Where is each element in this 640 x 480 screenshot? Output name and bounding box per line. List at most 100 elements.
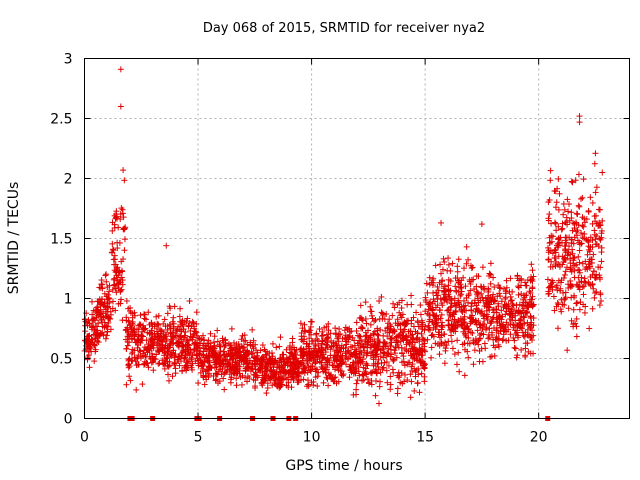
data-point <box>227 347 234 354</box>
data-point <box>242 355 249 362</box>
data-point <box>436 351 443 358</box>
data-point <box>377 326 384 333</box>
data-point <box>241 358 248 365</box>
data-point <box>581 275 588 282</box>
data-point <box>335 338 342 345</box>
data-point <box>169 341 176 348</box>
data-point <box>518 290 525 297</box>
data-point <box>200 352 207 359</box>
data-point <box>441 330 448 337</box>
data-point <box>517 316 524 323</box>
data-point <box>266 356 273 363</box>
data-point <box>89 311 96 318</box>
data-point <box>184 336 191 343</box>
data-point <box>354 332 361 339</box>
data-point <box>185 341 192 348</box>
data-point <box>530 322 537 329</box>
data-point <box>171 354 178 361</box>
y-tick-label: 0 <box>64 412 73 428</box>
data-point <box>440 285 447 292</box>
data-point <box>547 280 554 287</box>
data-point <box>158 328 165 335</box>
data-point <box>247 339 254 346</box>
data-point <box>318 359 325 366</box>
data-point <box>117 288 124 295</box>
data-point <box>373 350 380 357</box>
data-point <box>396 309 403 316</box>
data-point <box>469 330 476 337</box>
data-point <box>500 336 507 343</box>
data-point <box>335 331 342 338</box>
data-point <box>516 310 523 317</box>
data-point <box>505 305 512 312</box>
data-point <box>483 307 490 314</box>
y-tick-label: 3 <box>64 52 73 68</box>
data-point <box>187 333 194 340</box>
data-point <box>355 359 362 366</box>
data-point <box>185 323 192 330</box>
data-point <box>285 356 292 363</box>
data-point <box>233 342 240 349</box>
data-point <box>587 194 594 201</box>
data-point <box>121 236 128 243</box>
data-point <box>461 313 468 320</box>
data-point <box>441 288 448 295</box>
data-point <box>154 320 161 327</box>
data-point <box>155 312 162 319</box>
data-point <box>257 360 264 367</box>
data-point <box>476 332 483 339</box>
data-point <box>207 330 214 337</box>
data-point <box>561 271 568 278</box>
data-point <box>324 334 331 341</box>
data-point <box>555 175 562 182</box>
data-point <box>342 332 349 339</box>
data-point <box>148 327 155 334</box>
data-point <box>428 279 435 286</box>
data-point <box>552 255 559 262</box>
data-point <box>263 363 270 370</box>
data-point <box>277 369 284 376</box>
data-point <box>518 346 525 353</box>
data-point <box>590 285 597 292</box>
data-point <box>465 299 472 306</box>
data-point <box>410 335 417 342</box>
data-point <box>301 365 308 372</box>
y-tick-label: 2 <box>64 172 73 188</box>
data-point <box>575 202 582 209</box>
data-point <box>453 361 460 368</box>
data-point <box>205 352 212 359</box>
data-point <box>287 343 294 350</box>
data-point <box>596 302 603 309</box>
data-point <box>574 227 581 234</box>
data-point <box>213 376 220 383</box>
data-point <box>312 359 319 366</box>
data-point <box>465 334 472 341</box>
data-point <box>372 360 379 367</box>
data-point <box>349 362 356 369</box>
data-point <box>306 335 313 342</box>
data-point <box>269 340 276 347</box>
data-point <box>143 353 150 360</box>
data-point <box>114 245 121 252</box>
data-point <box>393 333 400 340</box>
data-point <box>354 377 361 384</box>
data-point <box>434 302 441 309</box>
data-point <box>442 345 449 352</box>
data-point <box>190 319 197 326</box>
data-point <box>120 167 127 174</box>
data-point <box>474 327 481 334</box>
data-point <box>319 355 326 362</box>
data-point <box>246 364 253 371</box>
data-point <box>234 347 241 354</box>
data-point <box>342 355 349 362</box>
data-point <box>586 325 593 332</box>
data-point <box>438 219 445 226</box>
data-point <box>429 282 436 289</box>
data-point <box>364 341 371 348</box>
data-point <box>435 331 442 338</box>
data-point <box>100 314 107 321</box>
data-point <box>300 333 307 340</box>
data-point <box>362 299 369 306</box>
data-point <box>556 190 563 197</box>
data-point <box>168 336 175 343</box>
